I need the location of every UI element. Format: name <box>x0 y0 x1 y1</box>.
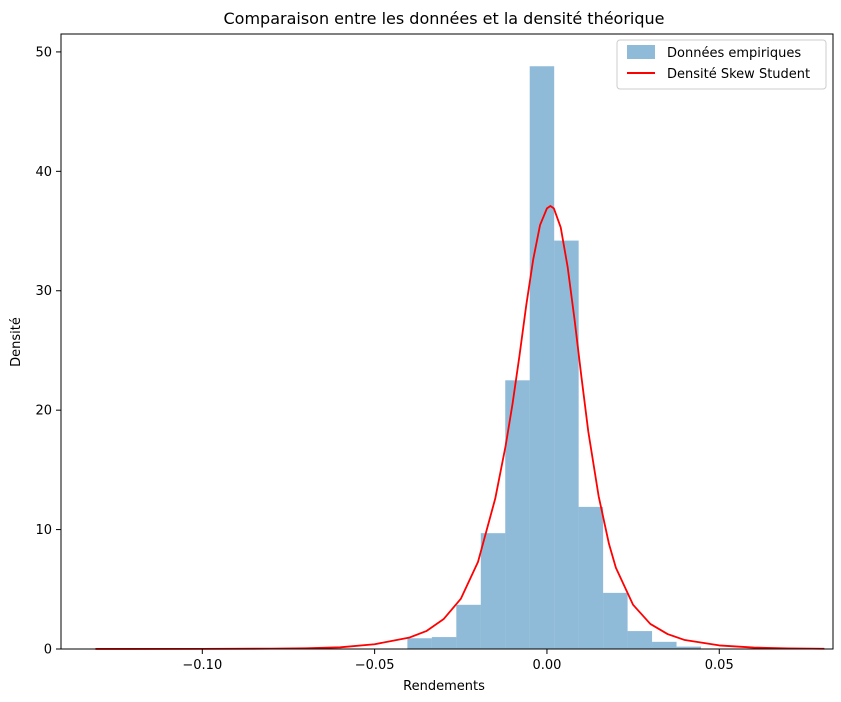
histogram-bar <box>529 66 555 649</box>
density-curve <box>95 205 825 650</box>
y-tick-label: 30 <box>35 284 52 299</box>
histogram-bar <box>431 637 457 649</box>
histogram-bar <box>407 638 432 649</box>
y-tick-label: 20 <box>35 404 52 419</box>
histogram-bars <box>407 66 702 650</box>
histogram-bar <box>676 646 702 649</box>
histogram-bar <box>603 592 628 649</box>
y-tick-label: 40 <box>35 165 52 180</box>
x-axis-ticks: −0.10 −0.05 0.00 0.05 <box>182 649 734 673</box>
density-layer <box>95 205 825 650</box>
legend: Données empiriques Densité Skew Student <box>616 39 827 90</box>
y-tick-label: 50 <box>35 45 52 60</box>
x-tick-label: −0.10 <box>182 658 222 673</box>
histogram-bar <box>554 240 579 650</box>
plot-frame <box>60 33 834 650</box>
y-tick-label: 10 <box>35 523 52 538</box>
x-axis-label: Rendements <box>403 679 485 694</box>
histogram-bar <box>627 631 653 649</box>
histogram-bar <box>456 604 481 649</box>
legend-label-histogram: Données empiriques <box>667 46 801 61</box>
x-tick-label: 0.00 <box>532 658 561 673</box>
chart-title: Comparaison entre les données et la dens… <box>223 9 664 28</box>
histogram-bar <box>480 533 506 649</box>
x-tick-label: −0.05 <box>355 658 395 673</box>
y-axis-label: Densité <box>9 317 24 367</box>
y-tick-label: 0 <box>44 643 52 658</box>
legend-swatch-histogram <box>627 45 655 59</box>
x-tick-label: 0.05 <box>705 658 734 673</box>
histogram-bar <box>578 506 604 649</box>
y-axis-ticks: 0 10 20 30 40 50 <box>35 45 61 658</box>
legend-box <box>616 39 827 90</box>
histogram-bar <box>652 641 677 649</box>
legend-label-density: Densité Skew Student <box>667 67 810 82</box>
